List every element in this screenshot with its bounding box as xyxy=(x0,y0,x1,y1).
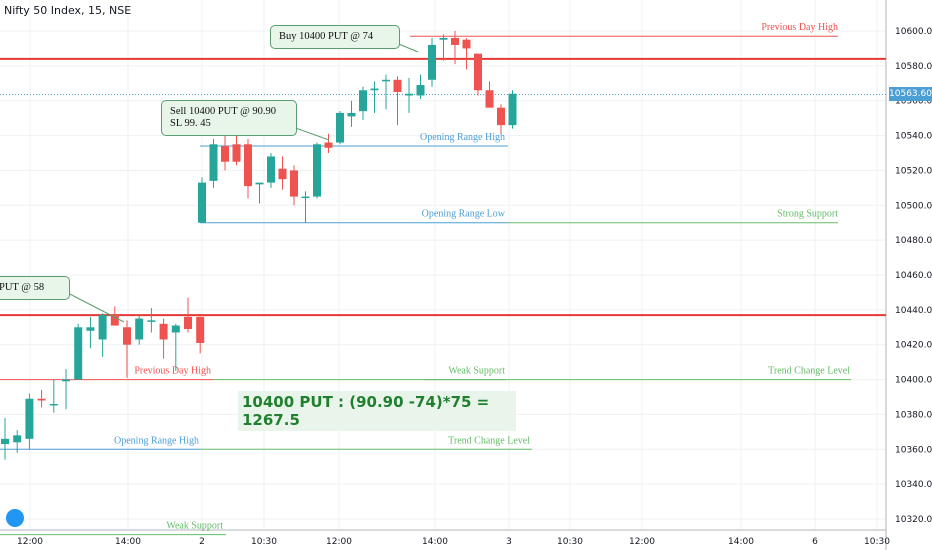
y-tick-label: 10440.00 xyxy=(895,306,932,316)
x-tick-label: 6 xyxy=(812,537,818,547)
candle-body xyxy=(37,398,46,401)
level-label: Strong Support xyxy=(777,209,838,220)
candle-body xyxy=(290,170,298,197)
level-label: Weak Support xyxy=(166,521,223,532)
y-tick-label: 10460.00 xyxy=(895,271,932,281)
level-label: Opening Range High xyxy=(420,132,505,143)
candle-body xyxy=(267,156,275,183)
candle-body xyxy=(171,325,180,333)
left-annotation-pointer xyxy=(61,289,125,323)
left-put-annotation[interactable]: PUT @ 58 xyxy=(0,276,70,300)
candle-body xyxy=(184,316,192,330)
candle-body xyxy=(110,315,119,326)
x-tick-label: 12:00 xyxy=(629,537,655,547)
candle-body xyxy=(278,168,287,180)
pnl-label: 10400 PUT : (90.90 -74)*75 = 1267.5 xyxy=(238,391,516,431)
y-tick-label: 10560.00 xyxy=(895,97,932,107)
x-tick-label: 10:30 xyxy=(864,537,890,547)
candle-body xyxy=(135,318,144,340)
candle-body xyxy=(359,90,367,112)
candle-body xyxy=(462,39,471,49)
candle-body xyxy=(86,327,95,331)
y-tick-label: 10500.00 xyxy=(895,201,932,211)
x-tick-label: 3 xyxy=(506,537,512,547)
sell-annotation[interactable]: Sell 10400 PUT @ 90.90 SL 99. 45 xyxy=(161,100,297,136)
level-label: Weak Support xyxy=(448,366,505,377)
candle-body xyxy=(196,316,205,343)
y-tick-label: 10600.00 xyxy=(895,27,932,37)
y-tick-label: 10360.00 xyxy=(895,445,932,455)
y-tick-label: 10520.00 xyxy=(895,166,932,176)
y-tick-label: 10540.00 xyxy=(895,132,932,142)
level-label: Previous Day High xyxy=(134,366,211,377)
candle-body xyxy=(416,85,425,96)
y-tick-label: 10400.00 xyxy=(895,376,932,386)
y-tick-label: 10340.00 xyxy=(895,480,932,490)
x-tick-label: 12:00 xyxy=(326,537,352,547)
candle-body xyxy=(451,37,459,45)
x-tick-label: 14:00 xyxy=(115,537,141,547)
current-price-tag: 10563.60 xyxy=(889,87,932,101)
candle-body xyxy=(370,88,379,91)
x-tick-label: 14:00 xyxy=(422,537,448,547)
candle-body xyxy=(98,315,107,340)
candle-body xyxy=(74,327,83,380)
candle-body xyxy=(382,79,390,82)
y-tick-label: 10480.00 xyxy=(895,236,932,246)
candle-body xyxy=(221,146,229,162)
y-tick-label: 10580.00 xyxy=(895,62,932,72)
candle-body xyxy=(347,112,356,117)
candle-body xyxy=(232,144,241,162)
level-label: Trend Change Level xyxy=(448,435,530,446)
candle-body xyxy=(439,37,448,40)
level-label: Opening Range High xyxy=(114,435,199,446)
candle-body xyxy=(1,438,9,445)
candle-body xyxy=(13,435,22,443)
candle-body xyxy=(49,403,58,406)
candle-body xyxy=(428,44,436,80)
candle-body xyxy=(393,79,402,92)
y-tick-label: 10380.00 xyxy=(895,410,932,420)
level-label: Previous Day High xyxy=(761,22,838,33)
candle-body xyxy=(324,142,333,148)
candle-body xyxy=(485,90,494,108)
candle-body xyxy=(209,144,218,181)
candle-body xyxy=(474,53,482,91)
buy-annotation[interactable]: Buy 10400 PUT @ 74 xyxy=(270,25,400,49)
y-tick-label: 10320.00 xyxy=(895,515,932,525)
tradingview-logo-icon[interactable] xyxy=(6,509,24,527)
level-label: Trend Change Level xyxy=(768,366,850,377)
candle-body xyxy=(313,144,321,197)
candle-body xyxy=(301,196,310,199)
x-tick-label: 14:00 xyxy=(728,537,754,547)
y-tick-label: 10420.00 xyxy=(895,341,932,351)
candle-body xyxy=(198,182,206,223)
level-label: Opening Range Low xyxy=(422,209,506,220)
x-tick-label: 10:30 xyxy=(557,537,583,547)
candle-body xyxy=(255,182,264,185)
candle-body xyxy=(497,107,505,126)
candle-body xyxy=(244,144,252,187)
candle-body xyxy=(62,379,70,382)
candle-body xyxy=(159,323,168,340)
x-tick-label: 2 xyxy=(199,537,205,547)
candle-body xyxy=(405,93,413,96)
chart-title: Nifty 50 Index, 15, NSE xyxy=(4,4,132,17)
candle-body xyxy=(147,320,156,322)
candle-body xyxy=(123,327,131,345)
x-tick-label: 10:30 xyxy=(251,537,277,547)
x-tick-label: 12:00 xyxy=(17,537,43,547)
candle-body xyxy=(25,398,34,439)
candle-body xyxy=(336,112,344,143)
candle-body xyxy=(508,93,517,126)
